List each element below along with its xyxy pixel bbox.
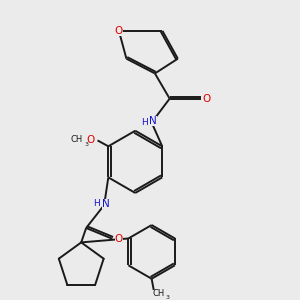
Text: N: N bbox=[102, 199, 110, 209]
Text: 3: 3 bbox=[166, 295, 170, 300]
Text: O: O bbox=[115, 26, 123, 36]
Text: CH: CH bbox=[152, 289, 164, 298]
Text: 3: 3 bbox=[85, 142, 89, 147]
Text: CH: CH bbox=[70, 135, 83, 144]
Text: H: H bbox=[141, 118, 148, 127]
Text: O: O bbox=[86, 135, 94, 146]
Text: O: O bbox=[202, 94, 211, 103]
Text: N: N bbox=[149, 116, 157, 126]
Text: O: O bbox=[115, 234, 123, 244]
Text: H: H bbox=[94, 199, 100, 208]
